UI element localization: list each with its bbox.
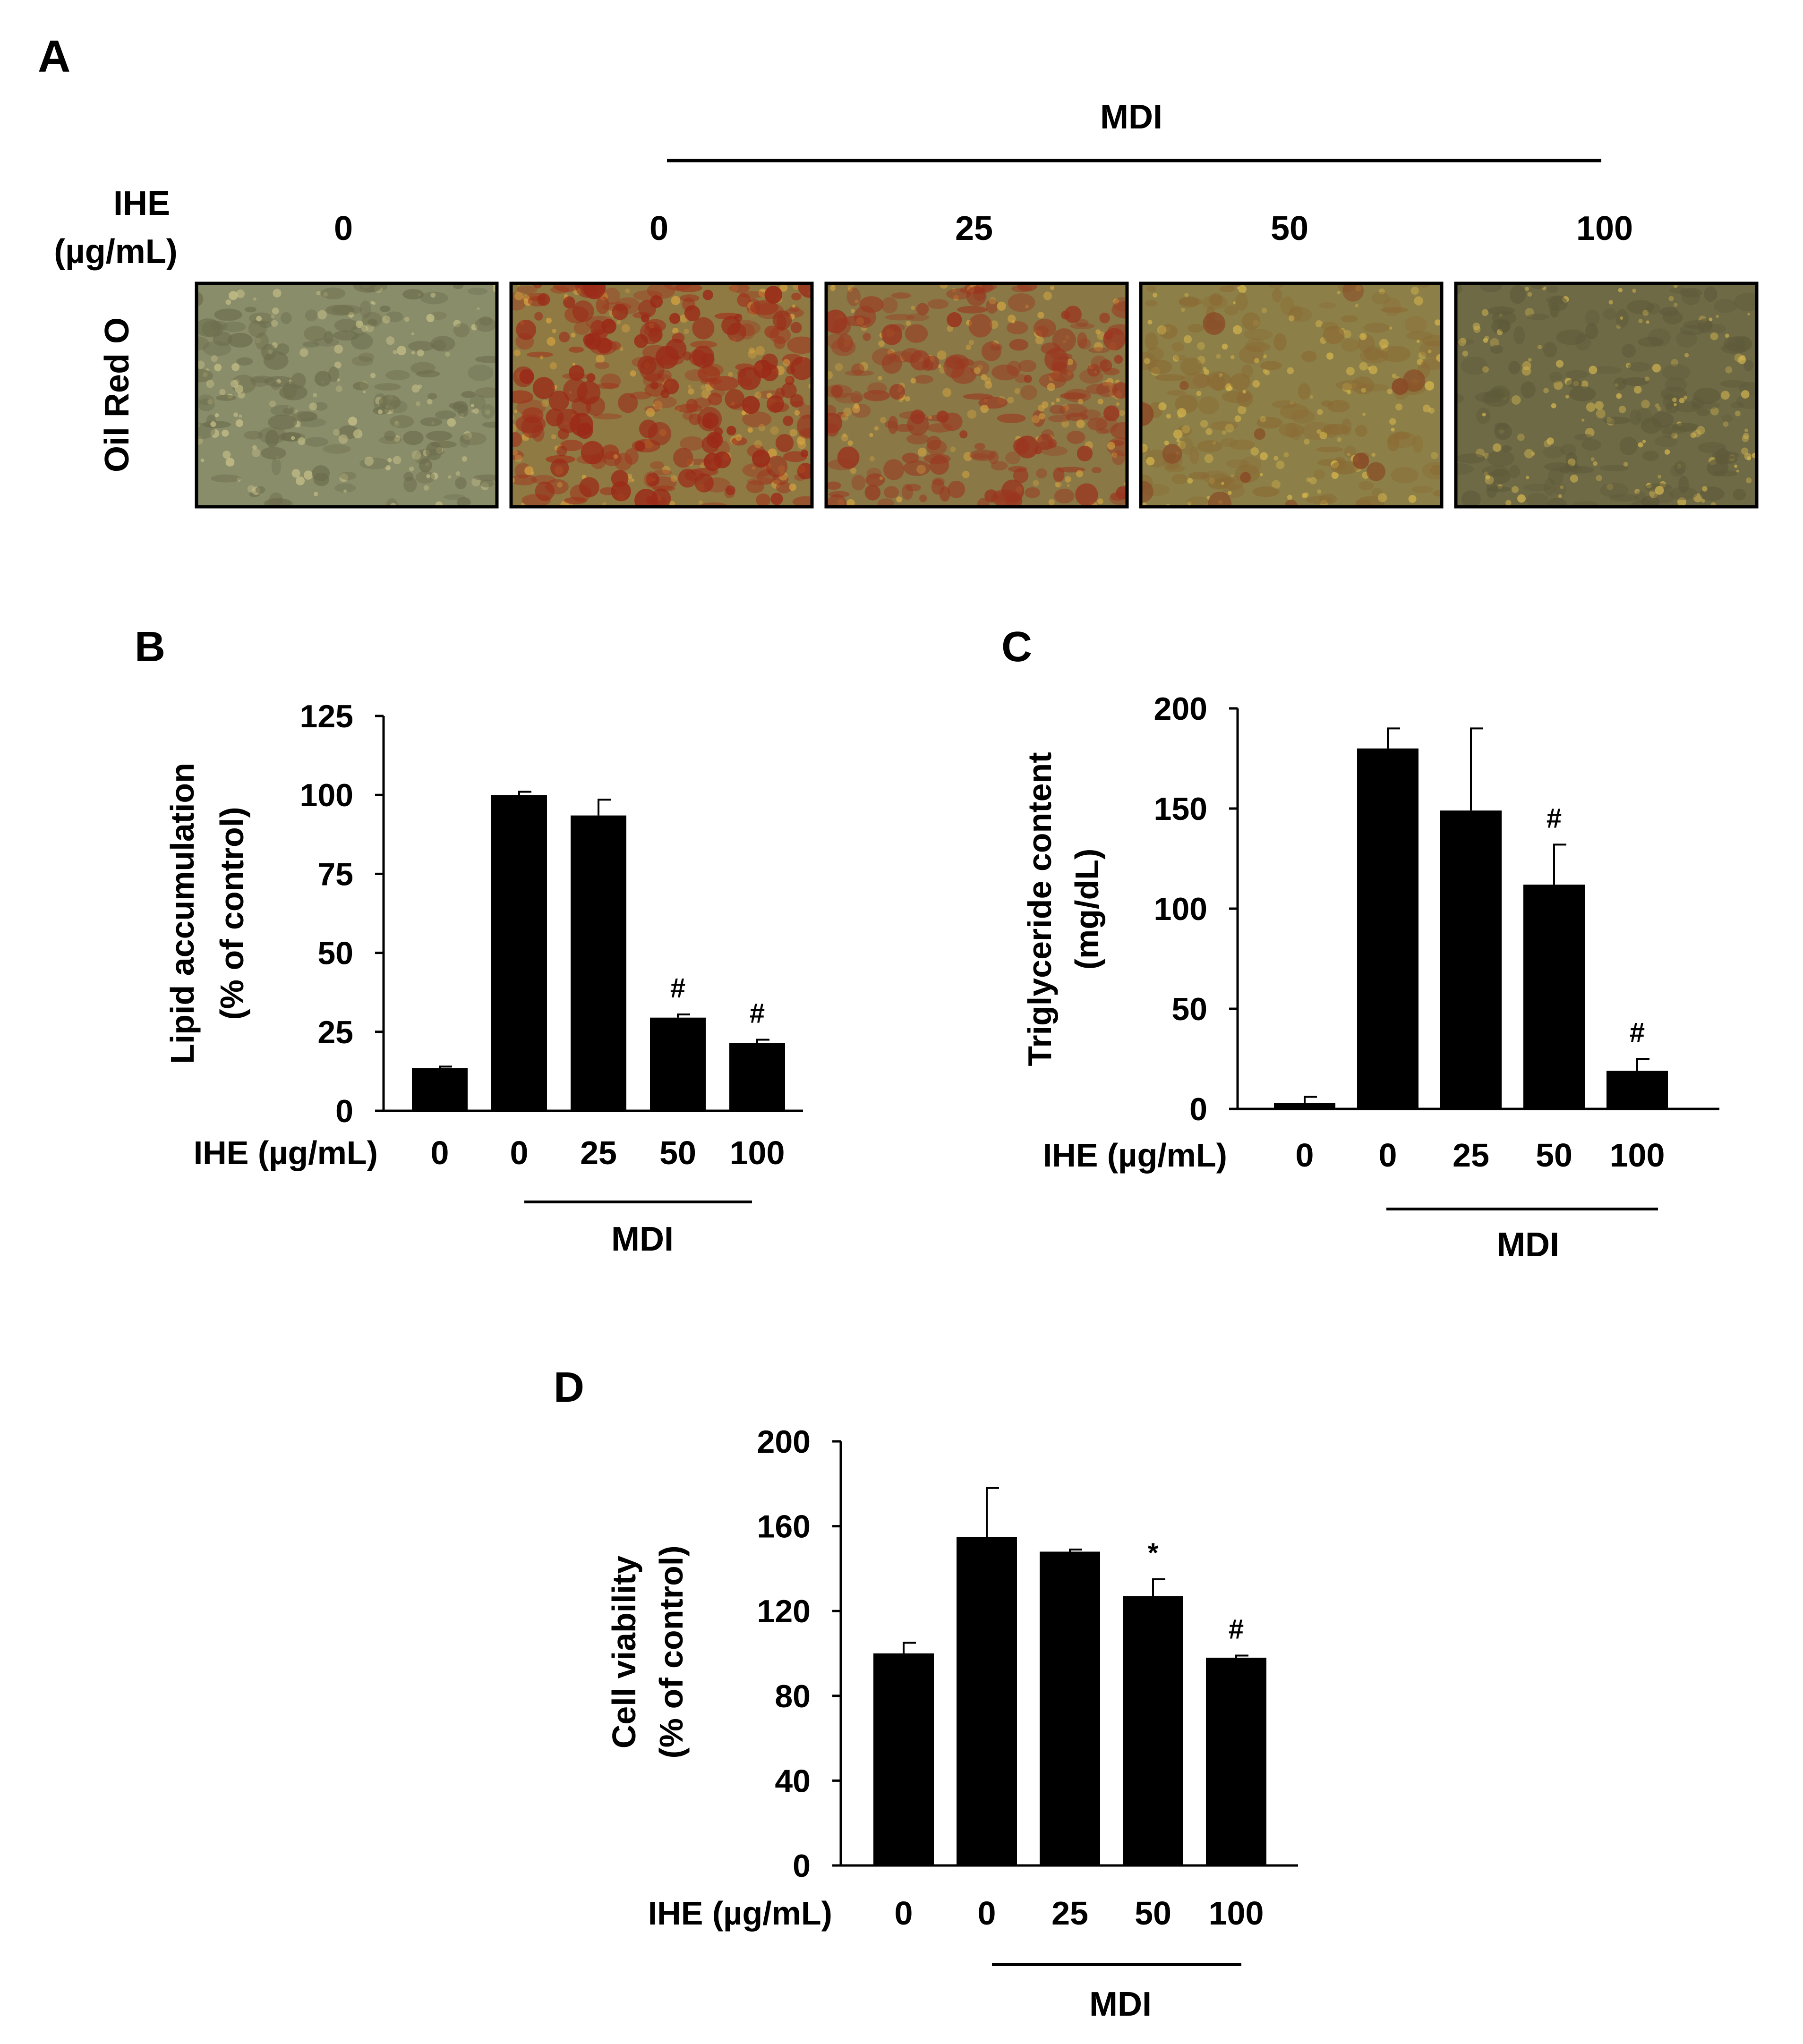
x-tick-label: 0 — [895, 1895, 913, 1932]
x-tick-label: 50 — [659, 1134, 696, 1171]
panel-a: A MDI IHE (µg/mL) Oil Red O 0 0 25 50 10… — [38, 31, 1759, 509]
panel-a-label: A — [38, 31, 70, 82]
dose-label: 100 — [1576, 210, 1633, 247]
y-tick-label: 100 — [1154, 891, 1207, 927]
mdi-group-label: MDI — [1089, 1985, 1152, 2023]
y-axis-label-unit: (mg/dL) — [1068, 849, 1105, 970]
significance-marker: # — [670, 973, 685, 1004]
micrograph-mdi-100 — [1456, 283, 1757, 507]
bar — [957, 1537, 1017, 1865]
x-axis-label: IHE (µg/mL) — [648, 1895, 832, 1932]
chart-c-plot: 0 50 100 150 200 Triglyceride content (mg/dL) I… — [1021, 691, 1719, 1264]
mdi-group-label: MDI — [1497, 1226, 1559, 1264]
bar — [412, 1068, 468, 1111]
bar — [1606, 1071, 1668, 1109]
panel-c-label: C — [1001, 623, 1032, 671]
micrograph-control — [197, 283, 497, 507]
x-tick-label: 0 — [978, 1895, 996, 1932]
y-axis-label: Cell viability — [606, 1556, 642, 1749]
significance-marker: * — [1148, 1538, 1159, 1568]
x-tick-label: 25 — [1051, 1895, 1088, 1932]
x-tick-label: 0 — [1379, 1137, 1397, 1174]
panel-d-label: D — [554, 1364, 584, 1411]
panel-a-ihe-unit: (µg/mL) — [54, 233, 177, 271]
x-tick-label: 0 — [431, 1134, 449, 1171]
micrograph-border — [824, 281, 1129, 509]
bar — [1523, 885, 1585, 1109]
dose-label: 25 — [955, 210, 993, 247]
panel-b: B 0 25 50 75 100 125 Lipid accumulation (% of c… — [135, 623, 803, 1258]
bar — [1274, 1103, 1335, 1109]
panel-d: D 0 40 80 120 160 200 Cell viability (% of cont… — [554, 1364, 1298, 2023]
significance-marker: # — [1630, 1017, 1645, 1048]
y-tick-label: 75 — [317, 856, 353, 892]
y-tick-label: 200 — [757, 1424, 811, 1460]
y-tick-label: 50 — [1171, 991, 1207, 1027]
y-axis-label: Triglyceride content — [1021, 752, 1058, 1066]
y-tick-label: 0 — [335, 1093, 353, 1129]
y-tick-label: 100 — [300, 777, 353, 813]
significance-marker: # — [750, 998, 765, 1029]
y-tick-label: 25 — [317, 1014, 353, 1050]
y-tick-label: 120 — [757, 1593, 811, 1629]
y-tick-label: 80 — [775, 1678, 811, 1714]
x-axis-label: IHE (µg/mL) — [194, 1134, 378, 1171]
x-tick-label: 100 — [1610, 1137, 1665, 1174]
dose-label: 0 — [334, 210, 353, 247]
bar — [1206, 1657, 1266, 1865]
x-tick-label: 25 — [580, 1134, 617, 1171]
mdi-group-label: MDI — [611, 1220, 674, 1258]
y-tick-label: 0 — [793, 1848, 811, 1884]
bar — [1440, 810, 1502, 1109]
panel-b-label: B — [135, 623, 165, 671]
x-tick-label: 50 — [1135, 1895, 1171, 1932]
micrograph-border — [1139, 281, 1444, 509]
micrograph-border — [195, 281, 499, 509]
bar — [873, 1653, 934, 1865]
significance-marker: # — [1229, 1614, 1244, 1644]
panel-a-row-label: Oil Red O — [98, 317, 136, 472]
dose-label: 50 — [1271, 210, 1308, 247]
significance-marker: # — [1547, 803, 1562, 834]
y-tick-label: 50 — [317, 936, 353, 971]
x-tick-label: 50 — [1536, 1137, 1572, 1174]
y-axis-label-unit: (% of control) — [214, 807, 250, 1020]
x-tick-label: 100 — [1209, 1895, 1264, 1932]
y-axis-label-unit: (% of control) — [653, 1545, 690, 1758]
x-tick-label: 0 — [510, 1134, 529, 1171]
bar — [729, 1043, 785, 1111]
panel-a-ihe-label: IHE — [113, 185, 170, 222]
x-tick-label: 100 — [730, 1134, 785, 1171]
y-axis-label: Lipid accumulation — [164, 763, 201, 1064]
dose-label: 0 — [649, 210, 668, 247]
bar — [491, 795, 547, 1111]
panel-a-mdi-label: MDI — [1100, 98, 1162, 136]
micrograph-mdi-50 — [1141, 283, 1442, 507]
micrograph-border — [1454, 281, 1759, 509]
x-tick-label: 25 — [1453, 1137, 1489, 1174]
x-tick-label: 0 — [1296, 1137, 1314, 1174]
bar — [1123, 1596, 1183, 1865]
y-tick-label: 160 — [757, 1509, 811, 1545]
micrograph-border — [509, 281, 814, 509]
y-tick-label: 40 — [775, 1763, 811, 1799]
micrograph-mdi-25 — [826, 283, 1127, 507]
micrograph-mdi-0 — [511, 283, 812, 507]
bar — [571, 815, 626, 1111]
y-tick-label: 0 — [1189, 1091, 1207, 1127]
y-tick-label: 125 — [300, 698, 353, 734]
y-tick-label: 150 — [1154, 791, 1207, 827]
panel-c: C 0 50 100 150 200 Triglyceride content (mg/dL… — [1001, 623, 1719, 1264]
chart-b-plot: 0 25 50 75 100 125 Lipid accumulation (% of con… — [164, 698, 803, 1258]
bar — [1357, 748, 1418, 1109]
y-tick-label: 200 — [1154, 691, 1207, 727]
chart-d-plot: 0 40 80 120 160 200 Cell viability (% of contro… — [606, 1424, 1298, 2023]
bar — [1040, 1551, 1100, 1865]
bar — [650, 1017, 706, 1111]
x-axis-label: IHE (µg/mL) — [1043, 1137, 1227, 1174]
